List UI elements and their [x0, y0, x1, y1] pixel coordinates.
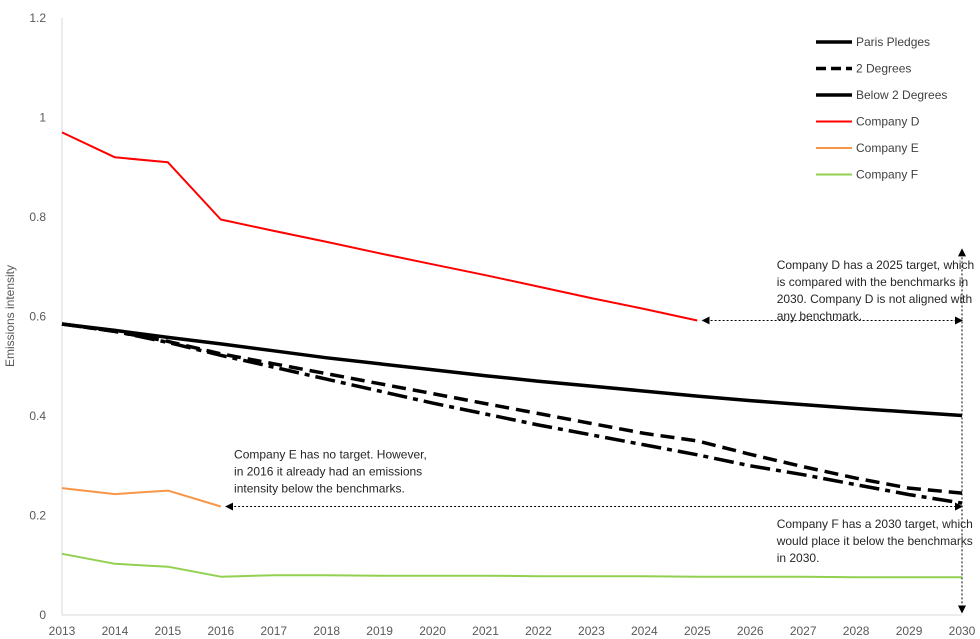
legend: Paris Pledges 2 Degrees Below 2 Degrees Com…: [816, 35, 947, 182]
x-tick-label: 2020: [419, 624, 446, 638]
series-line-company-d: [61, 131, 698, 322]
x-tick-label: 2028: [843, 624, 870, 638]
annotation-line: would place it below the benchmarks: [776, 534, 973, 548]
y-tick-labels: 0 0.2 0.4 0.6 0.8 1 1.2: [29, 11, 46, 622]
y-axis-label: Emissions intensity: [3, 265, 17, 367]
x-tick-label: 2025: [684, 624, 711, 638]
y-tick-label: 1: [39, 111, 46, 125]
annotation-line: Company D has a 2025 target, which: [777, 258, 974, 272]
annotation-line: any benchmark.: [777, 309, 862, 323]
series-line-below-2-degrees: [61, 322, 963, 505]
x-tick-label: 2030: [949, 624, 976, 638]
series-lines: [61, 131, 963, 579]
y-tick-label: 0.8: [29, 210, 46, 224]
x-tick-label: 2019: [366, 624, 393, 638]
x-tick-label: 2026: [737, 624, 764, 638]
x-tick-label: 2022: [525, 624, 552, 638]
y-tick-label: 0.4: [29, 409, 46, 423]
x-tick-label: 2015: [155, 624, 182, 638]
company-d-note: Company D has a 2025 target, which is com…: [777, 258, 974, 323]
y-tick-label: 0.6: [29, 310, 46, 324]
annotation-line: is compared with the benchmarks in: [777, 275, 968, 289]
y-tick-label: 0.2: [29, 509, 46, 523]
x-tick-label: 2024: [631, 624, 658, 638]
annotation-line: in 2016 it already had an emissions: [234, 464, 422, 478]
annotations: Company D has a 2025 target, which is com…: [234, 258, 974, 565]
annotation-line: Company E has no target. However,: [234, 447, 427, 461]
x-tick-label: 2014: [102, 624, 129, 638]
annotation-arrows: [225, 248, 966, 614]
legend-label: Company E: [856, 141, 919, 155]
legend-label: Below 2 Degrees: [856, 88, 947, 102]
legend-label: 2 Degrees: [856, 62, 911, 76]
x-tick-label: 2016: [207, 624, 234, 638]
company-f-note: Company F has a 2030 target, which would …: [776, 517, 973, 565]
annotation-line: intensity below the benchmarks.: [234, 481, 405, 495]
series-line-paris-pledges: [61, 322, 963, 418]
series-line-company-e: [61, 487, 222, 508]
x-tick-label: 2018: [313, 624, 340, 638]
x-tick-labels: 2013 2014 2015 2016 2017 2018 2019 2020 2021 2022…: [49, 624, 976, 638]
x-tick-label: 2021: [472, 624, 499, 638]
x-tick-label: 2017: [260, 624, 287, 638]
series-line-company-f: [61, 552, 962, 579]
legend-label: Company D: [856, 115, 920, 129]
y-tick-label: 1.2: [29, 11, 46, 25]
legend-label: Company F: [856, 168, 918, 182]
x-tick-label: 2029: [896, 624, 923, 638]
annotation-line: in 2030.: [777, 551, 820, 565]
annotation-line: Company F has a 2030 target, which: [777, 517, 973, 531]
x-tick-label: 2013: [49, 624, 76, 638]
annotation-line: 2030. Company D is not aligned with: [777, 292, 972, 306]
x-tick-label: 2023: [578, 624, 605, 638]
legend-label: Paris Pledges: [856, 35, 930, 49]
company-e-note: Company E has no target. However, in 2016…: [234, 447, 427, 495]
x-tick-label: 2027: [790, 624, 817, 638]
y-tick-label: 0: [39, 608, 46, 622]
